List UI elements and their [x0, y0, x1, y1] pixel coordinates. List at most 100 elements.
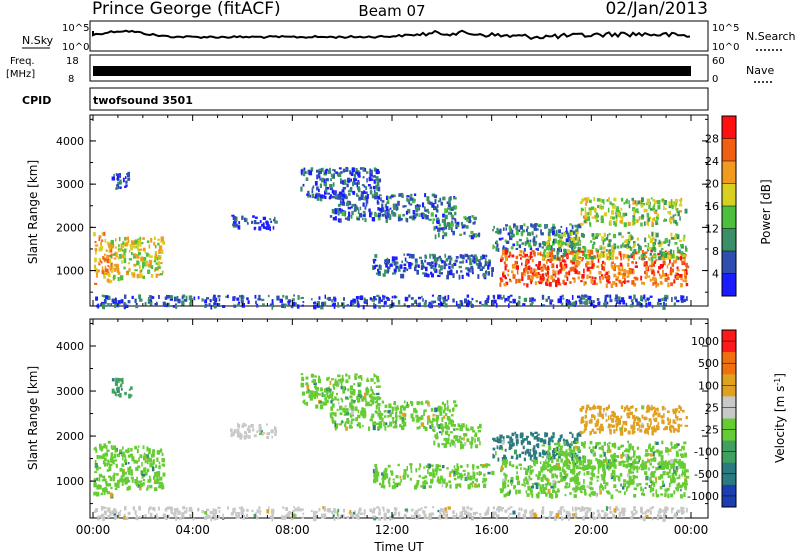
echo-cell [116, 173, 119, 176]
echo-cell [633, 452, 636, 457]
echo-cell [350, 420, 353, 425]
echo-cell [439, 257, 443, 262]
echo-cell [682, 510, 685, 514]
echo-cell [681, 260, 684, 265]
echo-cell [572, 252, 575, 258]
echo-cell [378, 424, 381, 430]
echo-cell [531, 258, 534, 263]
echo-cell [112, 476, 115, 481]
echo-cell [608, 404, 610, 409]
echo-cell [354, 208, 356, 212]
echo-cell [597, 249, 599, 252]
echo-cell [676, 443, 680, 446]
echo-cell [659, 514, 662, 517]
echo-cell [591, 428, 595, 431]
echo-cell [401, 416, 404, 422]
echo-cell [538, 252, 541, 256]
echo-cell [663, 202, 667, 205]
echo-cell [626, 270, 630, 274]
echo-cell [125, 477, 129, 482]
echo-cell [615, 256, 619, 260]
echo-cell [113, 472, 116, 476]
echo-cell [386, 297, 389, 300]
echo-cell [607, 425, 611, 429]
echo-cell [551, 263, 555, 269]
echo-cell [437, 227, 441, 232]
echo-cell [679, 200, 682, 204]
echo-cell [526, 240, 529, 242]
echo-cell [617, 446, 621, 450]
echo-cell [315, 194, 318, 198]
echo-cell [664, 460, 667, 463]
echo-cell [443, 426, 446, 429]
echo-cell [442, 409, 446, 414]
echo-cell [355, 205, 358, 209]
echo-cell [254, 294, 257, 299]
echo-cell [580, 211, 583, 216]
echo-cell [447, 203, 451, 207]
echo-cell [627, 221, 631, 226]
echo-cell [511, 233, 515, 238]
echo-cell [633, 506, 636, 511]
echo-cell [499, 282, 502, 287]
echo-cell [600, 253, 604, 258]
echo-cell [435, 206, 437, 209]
echo-cell [375, 404, 378, 410]
echo-cell [633, 493, 637, 498]
echo-cell [471, 436, 474, 441]
echo-cell [596, 265, 600, 269]
echo-cell [466, 304, 469, 308]
echo-cell [603, 266, 606, 272]
echo-cell [565, 300, 569, 306]
echo-cell [410, 413, 414, 419]
echo-cell [641, 299, 644, 302]
echo-cell [681, 445, 684, 450]
echo-cell [372, 396, 376, 399]
echo-cell [380, 207, 385, 212]
echo-cell [371, 413, 375, 418]
echo-cell [585, 263, 588, 268]
echo-cell [317, 193, 321, 198]
echo-cell [622, 255, 625, 260]
echo-cell [633, 249, 637, 253]
echo-cell [668, 263, 670, 266]
echo-cell [149, 478, 152, 483]
echo-cell [620, 272, 623, 276]
echo-cell [557, 233, 561, 237]
echo-cell [134, 253, 137, 257]
echo-cell [330, 400, 333, 404]
echo-cell [394, 420, 397, 425]
echo-cell [612, 281, 616, 285]
echo-cell [661, 440, 664, 445]
echo-cell [457, 438, 461, 443]
echo-cell [652, 243, 656, 248]
echo-cell [104, 253, 106, 256]
echo-cell [305, 177, 309, 181]
echo-cell [504, 474, 508, 478]
echo-cell [628, 204, 631, 209]
echo-cell [480, 255, 484, 260]
echo-cell [524, 267, 528, 271]
echo-cell [405, 404, 409, 409]
echo-cell [529, 239, 532, 243]
echo-cell [455, 512, 458, 518]
echo-cell [624, 278, 626, 281]
echo-cell [650, 407, 654, 411]
echo-cell [542, 241, 546, 245]
echo-cell [675, 453, 679, 457]
echo-cell [390, 471, 394, 476]
echo-cell [357, 218, 360, 221]
echo-cell [330, 406, 333, 411]
echo-cell [348, 193, 351, 196]
echo-cell [555, 466, 559, 471]
echo-cell [547, 488, 551, 494]
echo-cell [479, 515, 482, 519]
echo-cell [435, 464, 439, 470]
echo-cell [584, 281, 587, 285]
echo-cell [571, 457, 574, 461]
echo-cell [632, 199, 636, 203]
echo-cell [467, 301, 470, 306]
echo-cell [103, 491, 106, 495]
echo-cell [118, 236, 121, 242]
echo-cell [372, 421, 376, 426]
